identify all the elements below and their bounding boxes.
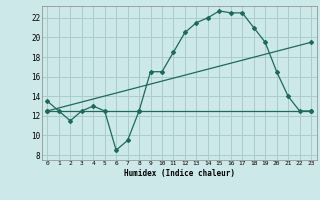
X-axis label: Humidex (Indice chaleur): Humidex (Indice chaleur) bbox=[124, 169, 235, 178]
